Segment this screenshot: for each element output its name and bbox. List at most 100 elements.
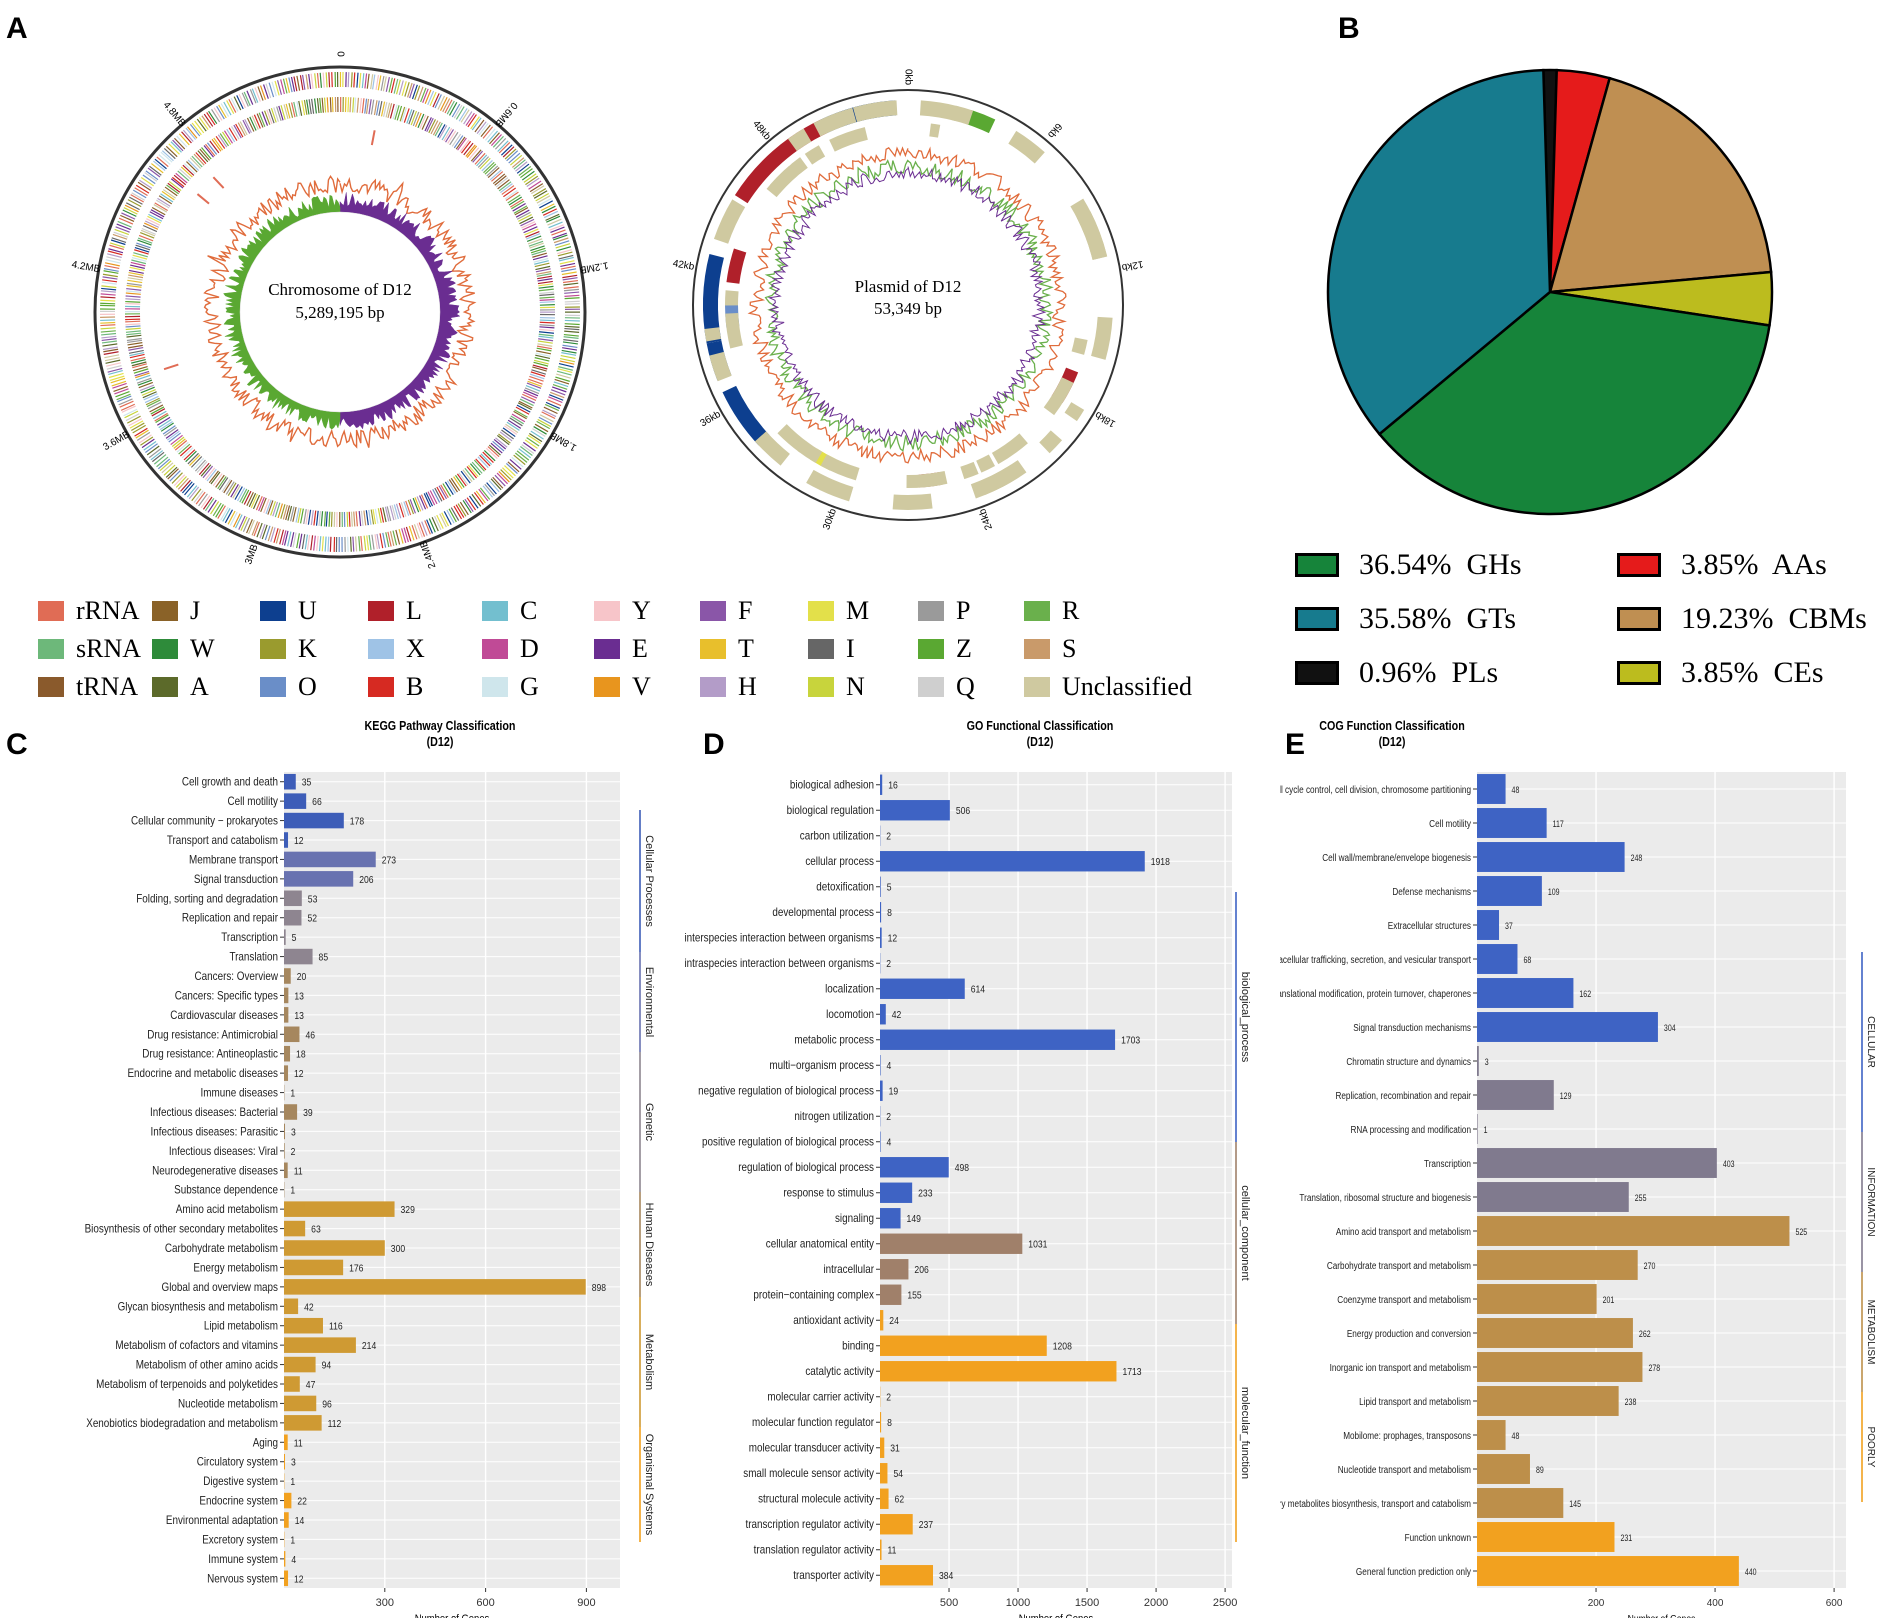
gene-tick: [195, 152, 207, 165]
gene-tick: [147, 167, 161, 178]
gene-tick: [349, 97, 352, 113]
gene-tick: [553, 381, 569, 388]
chromosome-tick-label: 2.4MB: [418, 539, 438, 570]
pie-slice-cbms: [1548, 76, 1773, 294]
gene-tick: [307, 509, 312, 525]
gene-tick: [466, 466, 478, 479]
gene-tick: [558, 363, 574, 368]
gene-tick: [486, 482, 497, 495]
gene-tick: [221, 131, 232, 145]
gene-tick: [242, 517, 251, 532]
gene-tick: [529, 183, 544, 193]
gene-tick: [280, 105, 286, 120]
gene-tick: [261, 111, 269, 126]
gene-tick: [539, 200, 553, 209]
facet-strip-label: Metabolism: [643, 1334, 655, 1390]
bar: [880, 1157, 949, 1178]
category-label: Lipid metabolism: [204, 1320, 278, 1333]
gene-tick: [131, 192, 146, 201]
chromosome-tick-label: 1.2MB: [579, 259, 610, 275]
gene-tick: [217, 476, 227, 490]
gene-tick: [105, 259, 121, 264]
gene-tick: [442, 483, 452, 497]
gene-tick: [441, 512, 450, 527]
bar: [880, 927, 882, 948]
bar-value-label: 176: [349, 1263, 363, 1274]
gene-tick: [330, 511, 333, 527]
gene-tick: [564, 297, 580, 300]
legend-item: H: [700, 672, 757, 702]
gene-tick: [446, 509, 455, 524]
gene-tick: [329, 97, 332, 113]
gene-tick: [101, 340, 117, 344]
category-label: cellular process: [805, 856, 874, 869]
legend-label: B: [406, 672, 424, 701]
go-bar-chart: GO Functional Classification(D12)500 1000…: [684, 719, 1251, 1618]
gene-tick: [516, 163, 530, 174]
gene-tick: [502, 146, 515, 158]
bar: [880, 1488, 889, 1509]
gene-tick: [380, 75, 385, 91]
gene-tick: [532, 428, 546, 437]
bar-value-label: 4: [887, 1137, 892, 1148]
legend-item: W: [152, 634, 215, 664]
gene-tick: [448, 508, 457, 523]
gene-tick: [513, 410, 527, 420]
gene-tick: [117, 220, 132, 228]
x-tick-label: 2000: [1144, 1597, 1168, 1609]
gene-tick: [135, 374, 151, 381]
bar-value-label: 3: [291, 1457, 296, 1468]
gene-tick: [329, 536, 332, 552]
legend-item: A: [152, 672, 209, 702]
gene-tick: [395, 79, 401, 95]
gene-tick: [290, 532, 295, 547]
gene-tick: [564, 291, 580, 294]
gene-tick: [547, 218, 562, 226]
gene-tick: [444, 99, 453, 114]
plasmid-gene-block: [1008, 130, 1045, 164]
gene-tick: [440, 484, 449, 499]
gene-tick: [201, 115, 212, 129]
legend-label: X: [406, 634, 425, 663]
category-label: Energy production and conversion: [1347, 1327, 1471, 1339]
gene-tick: [480, 453, 492, 465]
gene-tick: [106, 256, 122, 261]
gene-tick: [177, 170, 190, 182]
category-label: Immune diseases: [201, 1087, 278, 1100]
gene-tick: [347, 536, 349, 552]
gene-tick: [492, 173, 506, 185]
chart-subtitle: (D12): [427, 735, 454, 749]
gene-tick: [539, 328, 555, 332]
gene-tick: [219, 133, 230, 147]
bar-value-label: 19: [889, 1086, 899, 1097]
bar-value-label: 11: [888, 1545, 897, 1556]
gene-tick: [504, 148, 517, 160]
gene-tick: [160, 193, 174, 203]
gene-tick: [248, 519, 255, 535]
legend-label: W: [190, 634, 215, 663]
bar: [284, 948, 313, 965]
gene-tick: [494, 474, 506, 487]
gene-tick: [112, 382, 127, 389]
gene-tick: [515, 209, 530, 218]
gene-tick: [387, 531, 392, 547]
gene-tick: [487, 167, 500, 179]
gene-tick: [279, 529, 285, 545]
gene-tick: [157, 458, 171, 470]
gene-tick: [111, 380, 127, 387]
gene-tick: [540, 203, 555, 212]
facet-strip-label: Cellular Processes: [643, 835, 655, 927]
bar-value-label: 440: [1745, 1567, 1757, 1577]
gene-tick: [523, 173, 537, 183]
gene-tick: [485, 447, 498, 459]
gene-tick: [194, 459, 206, 472]
gene-tick: [511, 200, 525, 210]
legend-item: tRNA: [38, 672, 138, 702]
bar: [284, 1415, 322, 1431]
gene-tick: [124, 204, 139, 213]
category-label: Replication and repair: [182, 912, 279, 925]
gene-tick: [504, 189, 518, 200]
gene-tick: [217, 505, 226, 519]
bar-value-label: 1703: [1121, 1035, 1140, 1046]
gene-tick: [477, 456, 489, 469]
